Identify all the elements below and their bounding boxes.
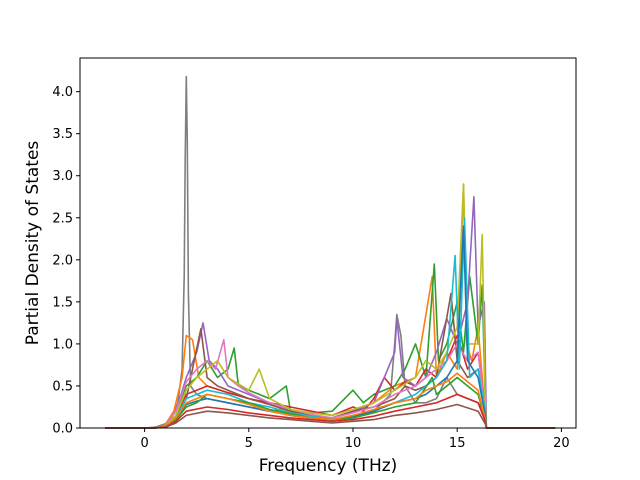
y-tick-label: 0.5 (52, 379, 73, 394)
series-line-6 (105, 292, 556, 429)
series-line-3 (105, 263, 556, 429)
series-line-11 (105, 376, 556, 429)
plot-frame (79, 57, 577, 429)
x-axis: 0 5 10 15 20 (140, 428, 570, 451)
series-line-8 (105, 183, 556, 429)
x-tick-label: 5 (245, 436, 253, 451)
x-tick-label: 0 (140, 436, 148, 451)
y-tick-label: 1.0 (52, 337, 73, 352)
series-line-5 (105, 196, 556, 429)
series-layer (105, 75, 556, 429)
y-tick-label: 2.5 (52, 211, 73, 226)
series-line-14 (105, 403, 556, 429)
y-axis-title: Partial Density of States (23, 141, 43, 346)
series-line-10 (105, 225, 556, 429)
y-tick-label: 4.0 (52, 85, 73, 100)
x-axis-title: Frequency (THz) (259, 456, 398, 476)
y-tick-label: 3.5 (52, 127, 73, 142)
y-tick-label: 1.5 (52, 295, 73, 310)
x-tick-label: 15 (449, 436, 466, 451)
series-line-13 (105, 393, 556, 429)
y-axis: 0.0 0.5 1.0 1.5 2.0 2.5 3.0 3.5 4.0 (52, 85, 80, 437)
series-line-1 (105, 75, 556, 429)
series-line-9 (105, 217, 556, 429)
x-tick-label: 10 (345, 436, 362, 451)
y-tick-label: 0.0 (52, 422, 73, 437)
y-tick-label: 3.0 (52, 169, 73, 184)
series-line-12 (105, 372, 556, 429)
series-line-2 (105, 183, 556, 429)
x-tick-label: 20 (553, 436, 570, 451)
y-tick-label: 2.0 (52, 253, 73, 268)
